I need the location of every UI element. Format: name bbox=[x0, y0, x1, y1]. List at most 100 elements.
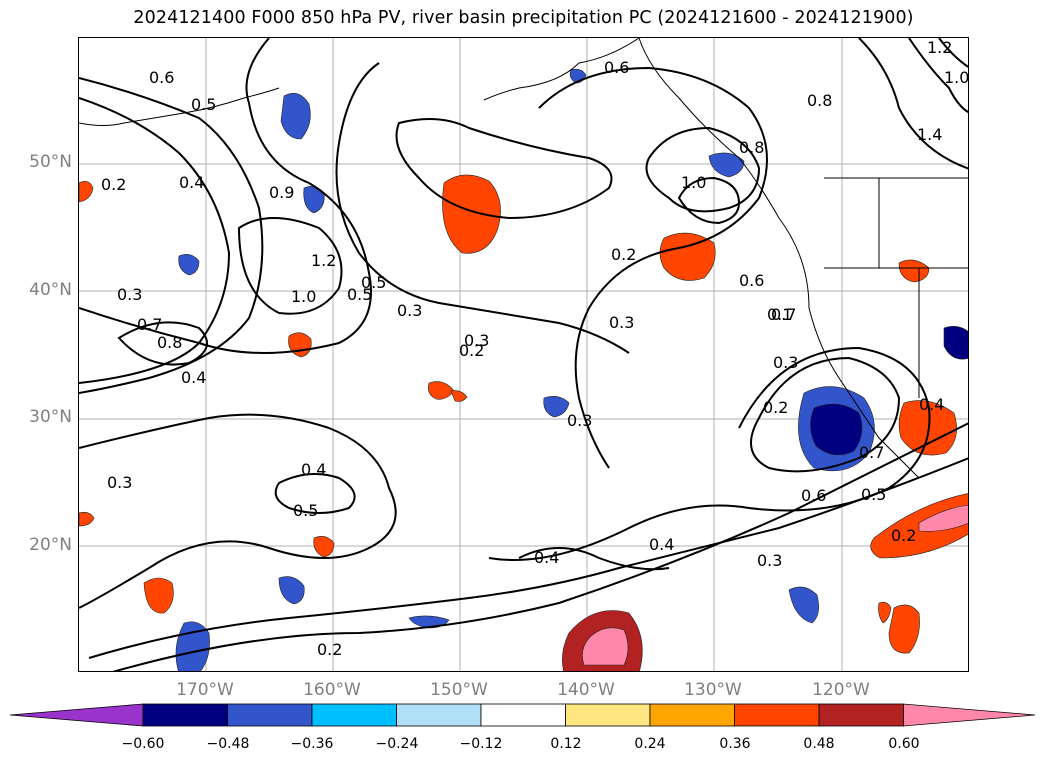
graticule bbox=[79, 38, 968, 671]
lon-label-130w: 130°W bbox=[684, 680, 742, 700]
precip-blob-blue-w bbox=[178, 254, 200, 276]
contour-label: 0.5 bbox=[347, 285, 372, 304]
colorbar-tick: 0.60 bbox=[888, 736, 920, 752]
precip-blob-orange-se2 bbox=[878, 601, 892, 624]
lat-label-20n: 20°N bbox=[29, 535, 72, 555]
precip-blob-orange-far-w bbox=[79, 181, 94, 203]
contour-label: 0.6 bbox=[149, 68, 174, 87]
colorbar-segment bbox=[734, 703, 820, 727]
colorbar-segment bbox=[565, 703, 651, 727]
colorbar-tick: −0.48 bbox=[206, 736, 250, 752]
precip-blob-blue-s bbox=[278, 576, 305, 605]
lon-label-140w: 140°W bbox=[557, 680, 615, 700]
contour-label: 0.6 bbox=[801, 486, 826, 505]
contour-label: 0.6 bbox=[739, 271, 764, 290]
precip-blob-orange-sm bbox=[313, 536, 335, 558]
contour-label: 0.4 bbox=[649, 535, 674, 554]
contour-label: 0.2 bbox=[101, 175, 126, 194]
precip-blob-orange-se bbox=[888, 604, 920, 654]
precip-blob-blue-ne bbox=[708, 152, 745, 178]
map-title: 2024121400 F000 850 hPa PV, river basin … bbox=[133, 8, 914, 28]
colorbar-tick: −0.60 bbox=[121, 736, 165, 752]
contour-label: 0.4 bbox=[179, 173, 204, 192]
colorbar-segment bbox=[480, 703, 566, 727]
precip-blob-pink-core bbox=[918, 504, 968, 532]
precip-shading bbox=[79, 68, 968, 671]
contour-label: 1.0 bbox=[291, 287, 316, 306]
colorbar-tick: −0.24 bbox=[375, 736, 419, 752]
map-panel[interactable]: 0.6 0.5 0.2 0.4 0.3 0.7 0.8 0.9 1.2 1.0 … bbox=[78, 37, 969, 672]
colorbar-tick: 0.24 bbox=[634, 736, 666, 752]
colorbar-tick: 0.36 bbox=[719, 736, 751, 752]
contour-label: 0.3 bbox=[107, 473, 132, 492]
colorbar-segment bbox=[818, 703, 904, 727]
colorbar-segment bbox=[227, 703, 313, 727]
contour-label: 0.4 bbox=[919, 395, 944, 414]
contour-label: 0.5 bbox=[293, 501, 318, 520]
precip-blob-orange-mid bbox=[428, 381, 455, 400]
contour-label: 0.2 bbox=[317, 640, 342, 659]
map-canvas: 0.6 0.5 0.2 0.4 0.3 0.7 0.8 0.9 1.2 1.0 … bbox=[79, 38, 969, 671]
precip-blob-red-sw bbox=[898, 400, 957, 456]
contour-label: 0.2 bbox=[611, 245, 636, 264]
contour-label: 0.8 bbox=[807, 91, 832, 110]
contour-label: 0.5 bbox=[861, 485, 886, 504]
colorbar-segment bbox=[396, 703, 482, 727]
lon-label-120w: 120°W bbox=[812, 680, 870, 700]
contour-label: 0.2 bbox=[891, 526, 916, 545]
contour-label: 0.4 bbox=[534, 548, 559, 567]
precip-blob-orange-ne bbox=[898, 259, 930, 283]
precip-blob-pink-south-core bbox=[582, 627, 629, 666]
contour-label: 0.7 bbox=[771, 305, 796, 324]
lat-label-40n: 40°N bbox=[29, 280, 72, 300]
precip-blob-navy-core bbox=[810, 403, 863, 456]
contour-label: 0.3 bbox=[397, 301, 422, 320]
contour-label: 1.0 bbox=[944, 68, 969, 87]
contour-label: 1.2 bbox=[311, 251, 336, 270]
colorbar-tick: −0.36 bbox=[290, 736, 334, 752]
contour-labels: 0.6 0.5 0.2 0.4 0.3 0.7 0.8 0.9 1.2 1.0 … bbox=[101, 38, 969, 659]
colorbar-extend-max bbox=[903, 703, 1036, 727]
colorbar-tick: 0.12 bbox=[550, 736, 582, 752]
contour-label: 1.2 bbox=[927, 38, 952, 57]
contour-label: 0.3 bbox=[117, 285, 142, 304]
precip-blob-blue-mid bbox=[543, 396, 570, 418]
lat-label-30n: 30°N bbox=[29, 407, 72, 427]
contour-label: 1.0 bbox=[681, 173, 706, 192]
lat-label-50n: 50°N bbox=[29, 152, 72, 172]
contour-label: 0.4 bbox=[301, 460, 326, 479]
contour-label: 1.4 bbox=[917, 125, 942, 144]
contour-label: 0.1 bbox=[767, 305, 792, 324]
coastlines bbox=[79, 38, 968, 479]
precip-blob-blue-se bbox=[788, 586, 819, 624]
contour-label: 0.3 bbox=[609, 313, 634, 332]
colorbar-tick: −0.12 bbox=[459, 736, 503, 752]
colorbar bbox=[10, 703, 1036, 727]
contour-label: 0.7 bbox=[859, 443, 884, 462]
contour-label: 0.3 bbox=[567, 411, 592, 430]
contour-label: 0.2 bbox=[459, 341, 484, 360]
contour-label: 0.8 bbox=[739, 138, 764, 157]
colorbar-segment bbox=[649, 703, 735, 727]
contour-label: 0.4 bbox=[181, 368, 206, 387]
contour-label: 0.2 bbox=[763, 398, 788, 417]
precip-blob-orange-tiny-sw bbox=[79, 511, 95, 527]
precip-blob-blue-nw bbox=[280, 93, 311, 140]
colorbar-segment bbox=[311, 703, 397, 727]
colorbar-extend-min bbox=[10, 703, 144, 727]
contour-label: 0.3 bbox=[773, 353, 798, 372]
colorbar-tick: 0.48 bbox=[803, 736, 835, 752]
pv-contours bbox=[79, 38, 968, 671]
precip-blob-orange-a bbox=[442, 174, 501, 254]
precip-blob-orange-sw bbox=[143, 577, 174, 614]
colorbar-segment bbox=[142, 703, 228, 727]
lon-label-170w: 170°W bbox=[176, 680, 234, 700]
precip-blob-orange-b bbox=[659, 232, 716, 281]
contour-label: 0.6 bbox=[604, 58, 629, 77]
lon-label-160w: 160°W bbox=[303, 680, 361, 700]
precip-blob-orange-w bbox=[288, 332, 312, 358]
precip-blob-orange-tiny-mid bbox=[450, 390, 468, 402]
contour-label: 0.9 bbox=[269, 183, 294, 202]
contour-label: 0.8 bbox=[157, 333, 182, 352]
contour-label: 0.5 bbox=[361, 273, 386, 292]
